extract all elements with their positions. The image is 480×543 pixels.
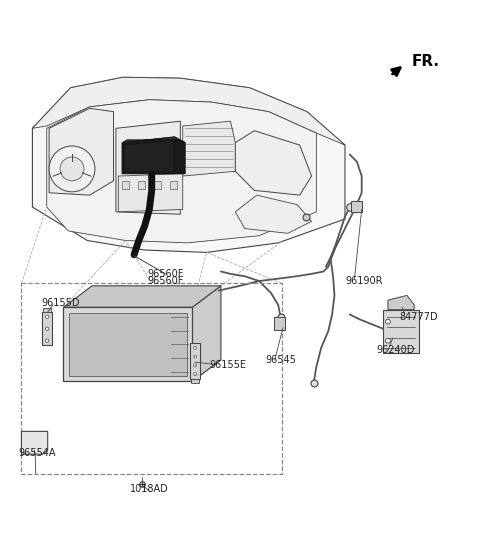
Text: 96554A: 96554A: [18, 448, 56, 458]
Circle shape: [194, 364, 197, 367]
FancyBboxPatch shape: [351, 201, 362, 212]
Text: 96560F: 96560F: [148, 276, 184, 286]
Bar: [22, 283, 281, 475]
Polygon shape: [33, 77, 345, 252]
Text: 96545: 96545: [265, 355, 296, 365]
Text: 96155E: 96155E: [210, 359, 247, 370]
Text: 96560F: 96560F: [148, 269, 184, 279]
Bar: [138, 181, 144, 190]
Circle shape: [385, 338, 390, 343]
Text: 1018AD: 1018AD: [130, 484, 168, 494]
Polygon shape: [63, 286, 221, 307]
Polygon shape: [124, 140, 173, 171]
Polygon shape: [122, 137, 185, 143]
Circle shape: [194, 346, 197, 349]
Polygon shape: [49, 108, 114, 195]
FancyBboxPatch shape: [274, 317, 285, 330]
Polygon shape: [118, 174, 183, 212]
Circle shape: [194, 372, 197, 376]
Polygon shape: [192, 286, 221, 381]
Polygon shape: [190, 343, 200, 379]
Text: 96240D: 96240D: [376, 345, 414, 355]
Polygon shape: [47, 100, 316, 243]
Bar: [154, 181, 161, 190]
Polygon shape: [235, 131, 312, 195]
Circle shape: [194, 355, 197, 358]
Circle shape: [385, 319, 390, 324]
Text: 84777D: 84777D: [400, 312, 438, 322]
Circle shape: [46, 327, 49, 331]
Polygon shape: [63, 307, 192, 381]
Circle shape: [46, 339, 49, 343]
Polygon shape: [235, 195, 312, 233]
Text: 96190R: 96190R: [345, 276, 383, 286]
Polygon shape: [183, 121, 235, 176]
Polygon shape: [22, 431, 48, 454]
Bar: [170, 181, 177, 190]
Bar: [122, 181, 129, 190]
Text: FR.: FR.: [412, 54, 440, 69]
Polygon shape: [69, 313, 187, 376]
Circle shape: [46, 315, 49, 319]
Polygon shape: [63, 360, 221, 381]
Polygon shape: [33, 77, 345, 145]
Polygon shape: [116, 121, 180, 214]
Polygon shape: [383, 310, 419, 352]
Polygon shape: [192, 379, 199, 383]
Circle shape: [49, 146, 95, 192]
Circle shape: [60, 157, 84, 181]
Polygon shape: [43, 308, 51, 312]
Text: 96155D: 96155D: [42, 298, 80, 307]
Polygon shape: [42, 312, 52, 345]
Polygon shape: [122, 137, 185, 174]
Polygon shape: [388, 295, 414, 310]
